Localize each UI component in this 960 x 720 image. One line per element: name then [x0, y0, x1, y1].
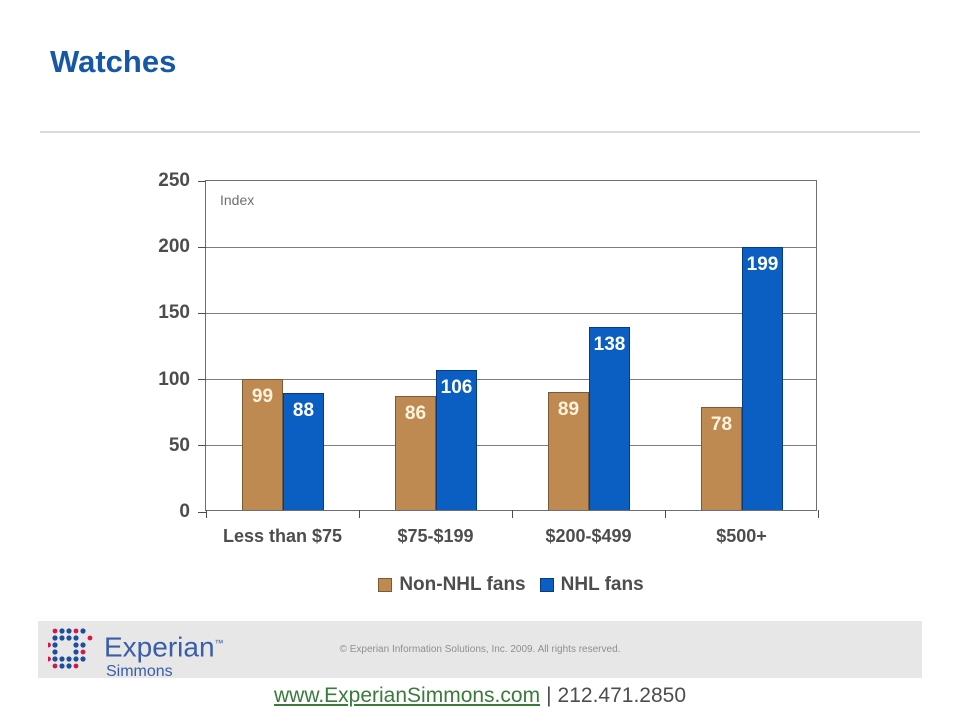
bar-nhl-fans-3: 199	[742, 247, 783, 510]
simmons-wordmark: Simmons	[106, 663, 173, 681]
axis-note-index: Index	[220, 192, 255, 208]
bar-value-label: 199	[746, 254, 779, 275]
website-link[interactable]: www.ExperianSimmons.com	[273, 684, 541, 707]
y-axis-tick-100	[198, 379, 206, 381]
y-axis-label-200: 200	[158, 236, 190, 258]
x-axis-label-0: Less than $75	[222, 526, 343, 546]
x-axis-tick-0	[205, 510, 207, 518]
title-divider	[40, 131, 920, 133]
bar-non-nhl-fans-2: 89	[548, 392, 589, 510]
trademark-symbol: ™	[214, 638, 224, 648]
x-axis-label-3: $500+	[716, 526, 767, 546]
bar-value-label: 78	[710, 414, 733, 435]
gridline-50	[206, 445, 816, 447]
chart-legend: Non-NHL fans NHL fans	[205, 574, 817, 596]
legend-label-nhl: NHL fans	[560, 574, 644, 595]
bar-value-label: 89	[557, 399, 580, 420]
page-title: Watches	[50, 44, 177, 79]
y-axis-tick-150	[198, 312, 206, 314]
copyright-text: © Experian Information Solutions, Inc. 2…	[339, 644, 621, 655]
y-axis-label-50: 50	[168, 434, 190, 456]
experian-dots-icon	[48, 628, 93, 669]
y-axis-label-150: 150	[158, 302, 190, 324]
gridline-150	[206, 312, 816, 314]
x-axis-label-2: $200-$499	[545, 526, 632, 546]
bar-value-label: 88	[292, 400, 315, 421]
legend-item-nhl: NHL fans	[539, 574, 644, 596]
legend-label-non-nhl: Non-NHL fans	[399, 574, 526, 595]
experian-wordmark: Experian™	[104, 631, 224, 663]
y-axis-label-0: 0	[179, 501, 190, 522]
bar-value-label: 86	[404, 403, 427, 424]
x-axis-tick-2	[511, 510, 513, 518]
y-axis-tick-200	[198, 246, 206, 248]
bar-value-label: 106	[440, 377, 473, 398]
bar-non-nhl-fans-0: 99	[242, 379, 283, 510]
bar-value-label: 99	[251, 386, 274, 407]
y-axis-tick-0	[198, 511, 206, 513]
x-axis-label-1: $75-$199	[397, 526, 474, 546]
bar-nhl-fans-0: 88	[283, 393, 324, 510]
x-axis-tick-4	[817, 510, 819, 518]
x-axis-tick-1	[358, 510, 360, 518]
legend-item-non-nhl: Non-NHL fans	[378, 574, 526, 596]
y-axis-tick-250	[198, 180, 206, 182]
bar-chart-plot-area: Index 0 50 100 150 200 250 Less than $75 $75-$1…	[158, 170, 819, 546]
bar-non-nhl-fans-1: 86	[395, 396, 436, 510]
y-axis-tick-50	[198, 445, 206, 447]
x-axis-tick-3	[664, 510, 666, 518]
contact-line: www.ExperianSimmons.com | 212.471.2850	[0, 684, 960, 708]
legend-swatch-non-nhl	[378, 578, 393, 592]
bar-value-label: 138	[593, 334, 626, 355]
y-axis-label-250: 250	[158, 170, 190, 191]
bar-nhl-fans-2: 138	[589, 327, 630, 510]
gridline-100	[206, 379, 816, 381]
phone-number: 212.471.2850	[557, 684, 687, 707]
gridline-200	[206, 246, 816, 248]
y-axis-label-100: 100	[158, 368, 190, 390]
experian-logo: Experian™ Simmons	[48, 622, 224, 681]
bar-non-nhl-fans-3: 78	[701, 407, 742, 510]
bar-nhl-fans-1: 106	[436, 370, 477, 510]
contact-separator: |	[546, 684, 552, 707]
legend-swatch-nhl	[539, 578, 554, 592]
footer-bar: Experian™ Simmons © Experian Information…	[38, 621, 922, 681]
